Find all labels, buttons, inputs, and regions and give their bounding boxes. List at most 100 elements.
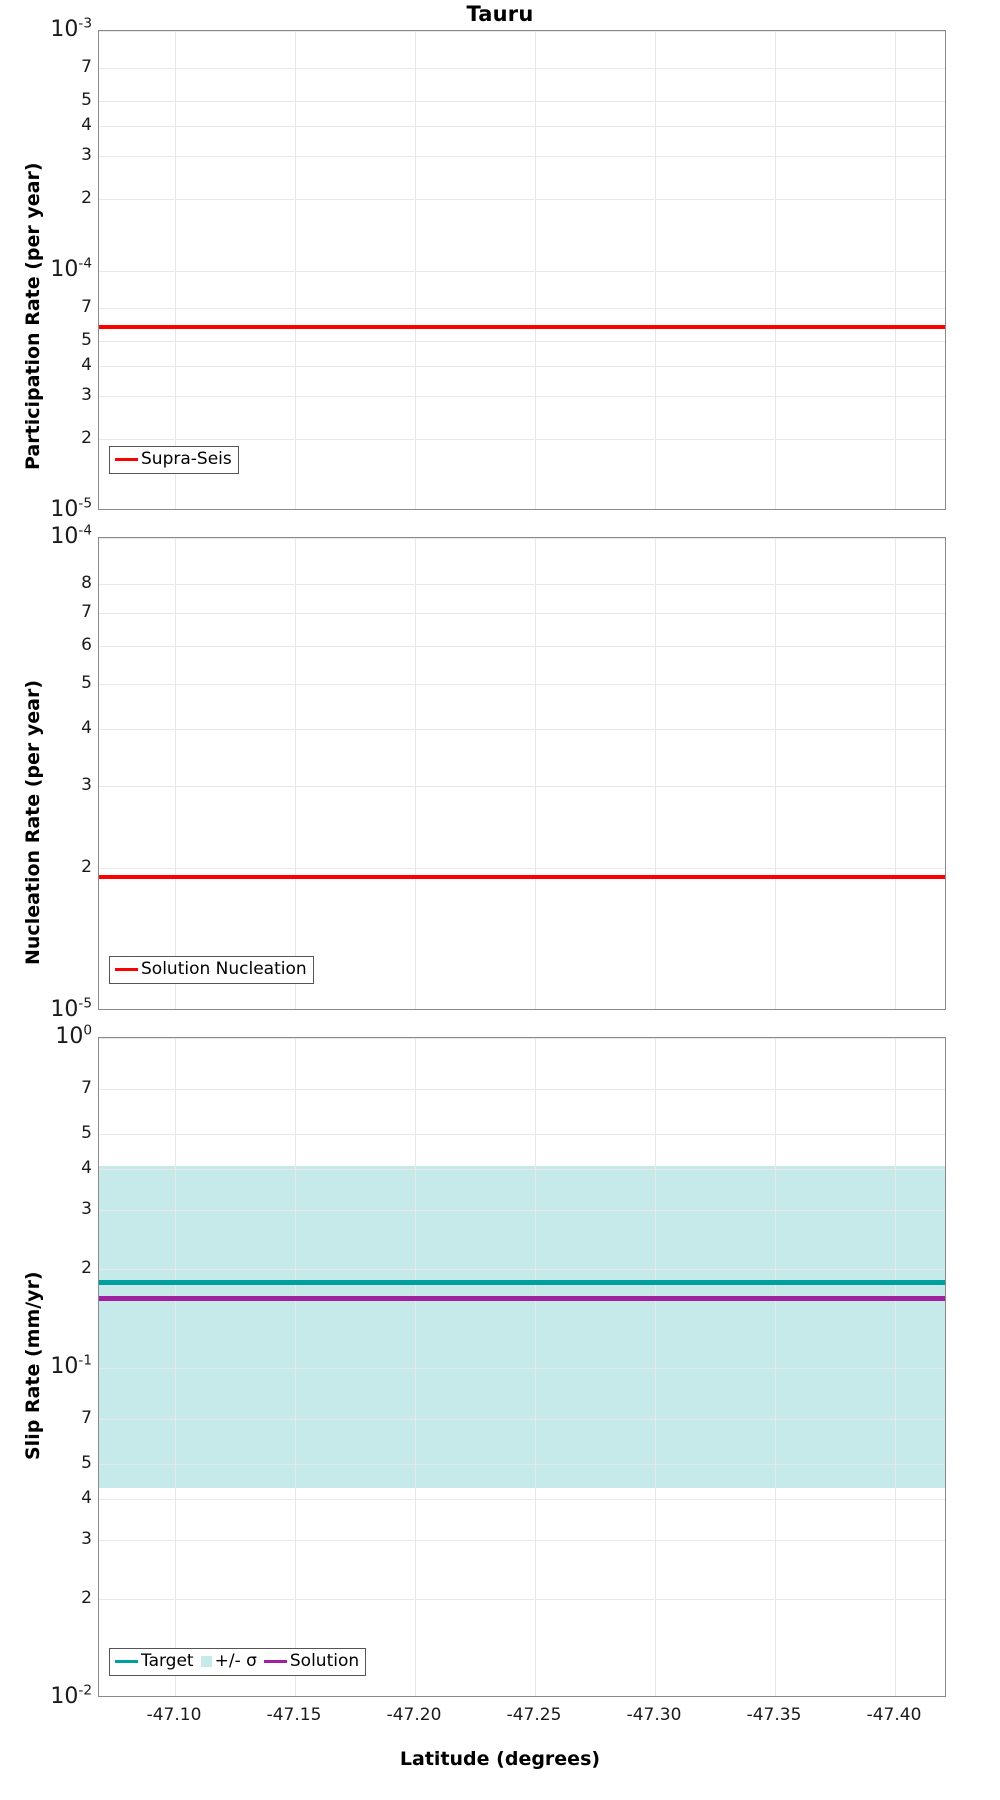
- gridline-v: [895, 538, 896, 1009]
- ytick-p2-4e-5: 4: [81, 718, 92, 738]
- gridline-h: [99, 308, 945, 309]
- gridline-h: [99, 868, 945, 869]
- xtick--47.25: -47.25: [506, 1705, 562, 1725]
- ytick-p2-8e-5: 8: [81, 573, 92, 593]
- line-swatch-icon: [115, 458, 138, 461]
- gridline-h: [99, 199, 945, 200]
- ytick-p3-1e0: 100: [55, 1022, 92, 1049]
- gridline-v: [535, 538, 536, 1009]
- ytick-p3-2e-1: 2: [81, 1258, 92, 1278]
- ytick-p3-4e-2: 4: [81, 1488, 92, 1508]
- legend-label: Solution Nucleation: [141, 959, 307, 979]
- gridline-v: [655, 31, 656, 509]
- ytick-p1-5e-4: 5: [81, 90, 92, 110]
- legend-label: Supra-Seis: [141, 449, 232, 469]
- gridline-v: [775, 31, 776, 509]
- gridline-h: [99, 68, 945, 69]
- page-title: Tauru: [466, 2, 534, 26]
- xtick--47.35: -47.35: [746, 1705, 802, 1725]
- xtick--47.30: -47.30: [626, 1705, 682, 1725]
- ytick-p1-1e-4: 10-4: [50, 255, 92, 282]
- gridline-h: [99, 1169, 945, 1170]
- gridline-h: [99, 1499, 945, 1500]
- gridline-h: [99, 538, 945, 539]
- x-axis-label: Latitude (degrees): [399, 1748, 601, 1770]
- panel-participation-rate: Supra-Seis: [98, 30, 946, 510]
- ytick-p2-3e-5: 3: [81, 775, 92, 795]
- gridline-h: [99, 684, 945, 685]
- gridline-v: [535, 1038, 536, 1696]
- ytick-p1-1e-3: 10-3: [50, 15, 92, 42]
- xtick--47.40: -47.40: [866, 1705, 922, 1725]
- ytick-p3-1e-1: 10-1: [50, 1352, 92, 1379]
- gridline-v: [415, 1038, 416, 1696]
- ytick-p1-3e-4: 3: [81, 145, 92, 165]
- gridline-h: [99, 1089, 945, 1090]
- gridline-h: [99, 1368, 945, 1369]
- gridline-v: [655, 1038, 656, 1696]
- legend-label: Target: [141, 1651, 194, 1671]
- gridline-h: [99, 646, 945, 647]
- ytick-p1-2e-4: 2: [81, 188, 92, 208]
- panel1-y-axis-label: Participation Rate (per year): [22, 162, 44, 470]
- ytick-p3-1e-2: 10-2: [50, 1682, 92, 1709]
- gridline-h: [99, 1464, 945, 1465]
- ytick-p2-6e-5: 6: [81, 635, 92, 655]
- gridline-h: [99, 1038, 945, 1039]
- gridline-h: [99, 341, 945, 342]
- gridline-h: [99, 31, 945, 32]
- gridline-h: [99, 1419, 945, 1420]
- gridline-v: [535, 31, 536, 509]
- ytick-p1-7e-5: 7: [81, 297, 92, 317]
- gridline-v: [655, 538, 656, 1009]
- ytick-p1-3e-5: 3: [81, 385, 92, 405]
- panel-nucleation-rate: Solution Nucleation: [98, 537, 946, 1010]
- gridline-v: [775, 1038, 776, 1696]
- ytick-p3-3e-2: 3: [81, 1529, 92, 1549]
- gridline-h: [99, 101, 945, 102]
- panel-slip-rate: Target +/- σ Solution: [98, 1037, 946, 1697]
- ytick-p2-5e-5: 5: [81, 673, 92, 693]
- line-swatch-icon: [115, 968, 138, 971]
- panel2-legend: Solution Nucleation: [109, 956, 314, 984]
- gridline-h: [99, 786, 945, 787]
- gridline-v: [175, 31, 176, 509]
- ytick-p1-5e-5: 5: [81, 330, 92, 350]
- gridline-h: [99, 613, 945, 614]
- gridline-h: [99, 396, 945, 397]
- series-line-supra-seis: [99, 325, 945, 329]
- legend-label: Solution: [289, 1651, 360, 1671]
- ytick-p3-4e-1: 4: [81, 1158, 92, 1178]
- legend-entry-solution-nucleation: Solution Nucleation: [115, 960, 307, 979]
- gridline-h: [99, 271, 945, 272]
- ytick-p2-7e-5: 7: [81, 602, 92, 622]
- ytick-p3-3e-1: 3: [81, 1199, 92, 1219]
- gridline-h: [99, 126, 945, 127]
- gridline-h: [99, 1134, 945, 1135]
- gridline-h: [99, 1269, 945, 1270]
- ytick-p1-4e-4: 4: [81, 115, 92, 135]
- ytick-p2-1e-4: 10-4: [50, 522, 92, 549]
- ytick-p3-2e-2: 2: [81, 1588, 92, 1608]
- gridline-v: [895, 1038, 896, 1696]
- gridline-v: [295, 31, 296, 509]
- gridline-h: [99, 584, 945, 585]
- patch-swatch-icon: [200, 1656, 212, 1667]
- ytick-p1-4e-5: 4: [81, 355, 92, 375]
- gridline-v: [175, 1038, 176, 1696]
- uncertainty-band-sigma: [99, 1166, 945, 1488]
- gridline-v: [775, 538, 776, 1009]
- gridline-h: [99, 729, 945, 730]
- legend-entry-sigma: +/- σ: [200, 1651, 264, 1671]
- gridline-h: [99, 1540, 945, 1541]
- gridline-h: [99, 1599, 945, 1600]
- gridline-v: [295, 1038, 296, 1696]
- legend-entry-target: Target: [115, 1652, 201, 1671]
- xtick--47.20: -47.20: [386, 1705, 442, 1725]
- line-swatch-icon: [263, 1660, 287, 1663]
- ytick-p1-1e-5: 10-5: [50, 495, 92, 522]
- panel3-legend: Target +/- σ Solution: [109, 1648, 367, 1676]
- legend-label: +/- σ: [214, 1651, 257, 1671]
- gridline-v: [415, 31, 416, 509]
